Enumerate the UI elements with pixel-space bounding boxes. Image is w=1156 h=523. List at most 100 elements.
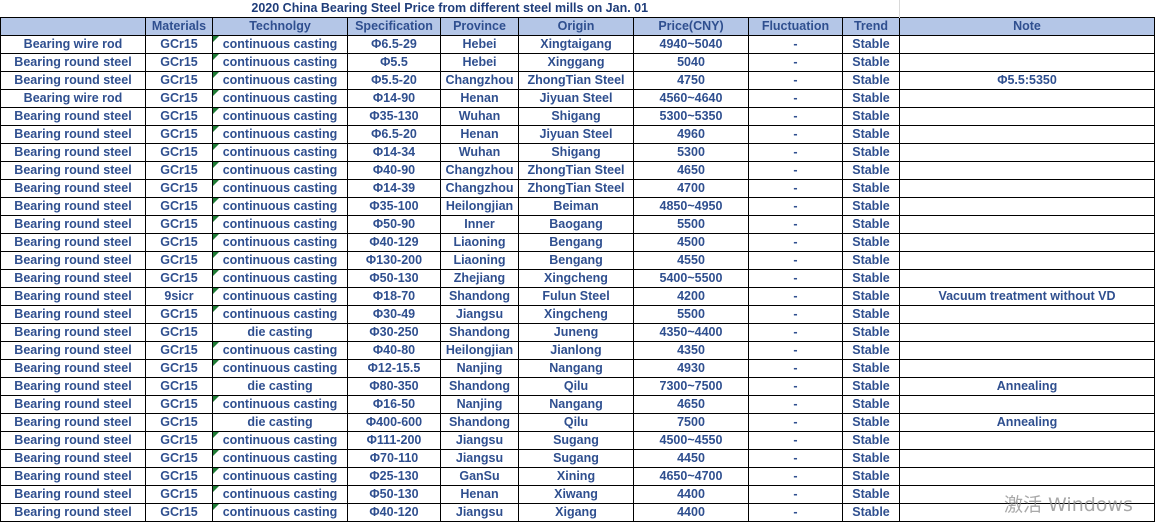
cell-origin[interactable]: Xingtaigang — [518, 35, 634, 54]
cell-specification[interactable]: Φ70-110 — [347, 449, 441, 468]
cell-technology[interactable]: continuous casting — [212, 305, 348, 324]
cell-province[interactable]: Jiangsu — [440, 431, 519, 450]
cell-material[interactable]: GCr15 — [145, 467, 213, 486]
cell-price[interactable]: 4450 — [633, 449, 749, 468]
cell-fluctuation[interactable]: - — [748, 359, 843, 378]
cell-origin[interactable]: Xingcheng — [518, 269, 634, 288]
cell-specification[interactable]: Φ40-90 — [347, 161, 441, 180]
cell-material[interactable]: GCr15 — [145, 215, 213, 234]
cell-product[interactable]: Bearing round steel — [0, 269, 146, 288]
cell-product[interactable]: Bearing round steel — [0, 251, 146, 270]
cell-province[interactable]: Inner — [440, 215, 519, 234]
cell-price[interactable]: 5040 — [633, 53, 749, 72]
cell-specification[interactable]: Φ50-130 — [347, 269, 441, 288]
cell-technology[interactable]: continuous casting — [212, 89, 348, 108]
cell-note[interactable] — [899, 107, 1155, 126]
cell-origin[interactable]: Shigang — [518, 143, 634, 162]
header-province[interactable]: Province — [440, 17, 519, 36]
cell-province[interactable]: Nanjing — [440, 359, 519, 378]
cell-material[interactable]: GCr15 — [145, 197, 213, 216]
cell-product[interactable]: Bearing round steel — [0, 323, 146, 342]
cell-specification[interactable]: Φ5.5-20 — [347, 71, 441, 90]
cell-fluctuation[interactable]: - — [748, 323, 843, 342]
cell-note[interactable] — [899, 503, 1155, 522]
cell-price[interactable]: 5500 — [633, 215, 749, 234]
cell-technology[interactable]: continuous casting — [212, 35, 348, 54]
cell-origin[interactable]: Baogang — [518, 215, 634, 234]
cell-fluctuation[interactable]: - — [748, 53, 843, 72]
cell-price[interactable]: 5300~5350 — [633, 107, 749, 126]
cell-note[interactable] — [899, 305, 1155, 324]
cell-note[interactable] — [899, 143, 1155, 162]
cell-specification[interactable]: Φ6.5-20 — [347, 125, 441, 144]
cell-note[interactable] — [899, 485, 1155, 504]
cell-note[interactable] — [899, 269, 1155, 288]
cell-note[interactable]: Vacuum treatment without VD — [899, 287, 1155, 306]
cell-technology[interactable]: continuous casting — [212, 431, 348, 450]
cell-fluctuation[interactable]: - — [748, 341, 843, 360]
cell-price[interactable]: 4960 — [633, 125, 749, 144]
cell-note[interactable] — [899, 197, 1155, 216]
cell-note[interactable]: Annealing — [899, 377, 1155, 396]
cell-technology[interactable]: continuous casting — [212, 197, 348, 216]
cell-trend[interactable]: Stable — [842, 179, 900, 198]
cell-technology[interactable]: continuous casting — [212, 143, 348, 162]
header-fluctuation[interactable]: Fluctuation — [748, 17, 843, 36]
cell-origin[interactable]: Nangang — [518, 395, 634, 414]
cell-technology[interactable]: continuous casting — [212, 107, 348, 126]
cell-technology[interactable]: continuous casting — [212, 233, 348, 252]
cell-product[interactable]: Bearing wire rod — [0, 89, 146, 108]
cell-price[interactable]: 4350 — [633, 341, 749, 360]
cell-technology[interactable]: continuous casting — [212, 449, 348, 468]
cell-trend[interactable]: Stable — [842, 251, 900, 270]
cell-product[interactable]: Bearing round steel — [0, 395, 146, 414]
cell-origin[interactable]: Nangang — [518, 359, 634, 378]
cell-province[interactable]: Henan — [440, 89, 519, 108]
cell-origin[interactable]: ZhongTian Steel — [518, 71, 634, 90]
header-price[interactable]: Price(CNY) — [633, 17, 749, 36]
cell-product[interactable]: Bearing round steel — [0, 413, 146, 432]
cell-fluctuation[interactable]: - — [748, 71, 843, 90]
cell-origin[interactable]: Jiyuan Steel — [518, 89, 634, 108]
cell-fluctuation[interactable]: - — [748, 377, 843, 396]
cell-trend[interactable]: Stable — [842, 431, 900, 450]
cell-province[interactable]: Jiangsu — [440, 503, 519, 522]
cell-origin[interactable]: Beiman — [518, 197, 634, 216]
cell-price[interactable]: 4930 — [633, 359, 749, 378]
cell-specification[interactable]: Φ30-250 — [347, 323, 441, 342]
cell-specification[interactable]: Φ40-120 — [347, 503, 441, 522]
cell-note[interactable] — [899, 53, 1155, 72]
cell-price[interactable]: 5400~5500 — [633, 269, 749, 288]
cell-material[interactable]: GCr15 — [145, 377, 213, 396]
cell-trend[interactable]: Stable — [842, 287, 900, 306]
cell-product[interactable]: Bearing round steel — [0, 467, 146, 486]
cell-trend[interactable]: Stable — [842, 269, 900, 288]
cell-technology[interactable]: continuous casting — [212, 467, 348, 486]
cell-price[interactable]: 7300~7500 — [633, 377, 749, 396]
cell-product[interactable]: Bearing round steel — [0, 197, 146, 216]
cell-note[interactable] — [899, 215, 1155, 234]
cell-province[interactable]: Changzhou — [440, 179, 519, 198]
cell-origin[interactable]: Jiyuan Steel — [518, 125, 634, 144]
header-product[interactable] — [0, 17, 146, 36]
cell-fluctuation[interactable]: - — [748, 449, 843, 468]
cell-note[interactable] — [899, 323, 1155, 342]
cell-specification[interactable]: Φ50-90 — [347, 215, 441, 234]
cell-specification[interactable]: Φ50-130 — [347, 485, 441, 504]
cell-trend[interactable]: Stable — [842, 125, 900, 144]
cell-product[interactable]: Bearing round steel — [0, 485, 146, 504]
cell-product[interactable]: Bearing round steel — [0, 53, 146, 72]
cell-product[interactable]: Bearing round steel — [0, 179, 146, 198]
cell-note[interactable] — [899, 359, 1155, 378]
cell-price[interactable]: 4560~4640 — [633, 89, 749, 108]
cell-province[interactable]: Liaoning — [440, 233, 519, 252]
cell-fluctuation[interactable]: - — [748, 485, 843, 504]
cell-specification[interactable]: Φ40-129 — [347, 233, 441, 252]
cell-specification[interactable]: Φ80-350 — [347, 377, 441, 396]
cell-note[interactable] — [899, 431, 1155, 450]
cell-product[interactable]: Bearing round steel — [0, 161, 146, 180]
cell-material[interactable]: GCr15 — [145, 485, 213, 504]
cell-trend[interactable]: Stable — [842, 467, 900, 486]
cell-note[interactable] — [899, 89, 1155, 108]
cell-province[interactable]: Zhejiang — [440, 269, 519, 288]
